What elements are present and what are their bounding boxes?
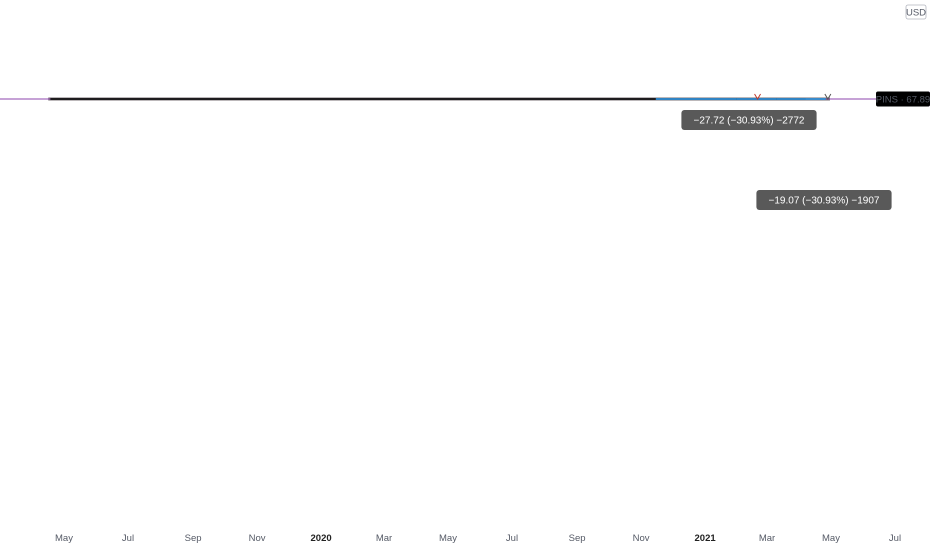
y-axis: USD 83.0071.0063.0055.0047.5035.5031.002… <box>876 4 930 107</box>
x-axis: May Jul Sep Nov 2020 Mar May Jul Sep Nov 2021 Mar Ma… <box>55 533 901 544</box>
measure-target-arrowhead <box>824 93 832 100</box>
measure-target-label-box <box>756 190 892 210</box>
measure-target-label: −19.07 (−30.93%) −1907 <box>769 196 880 207</box>
x-tick-label: Sep <box>185 533 202 544</box>
measure-head-arrowhead <box>754 93 761 100</box>
x-tick-label: Nov <box>633 533 650 544</box>
last-price-label: PINS · 67.89 <box>876 95 930 106</box>
x-tick-label: Mar <box>759 533 775 544</box>
last-price-badge <box>876 91 930 107</box>
x-tick-label: May <box>822 533 840 544</box>
annotation-front-layer: −27.72 (−30.93%) −2772 −19.07 (−30.93%) −… <box>655 93 892 210</box>
x-tick-label: 2021 <box>695 533 717 544</box>
x-tick-label: May <box>439 533 457 544</box>
x-tick-label: Nov <box>249 533 266 544</box>
currency-label: USD <box>906 8 926 19</box>
x-tick-label: Jul <box>889 533 901 544</box>
x-tick-label: Jul <box>506 533 518 544</box>
x-tick-label: Sep <box>569 533 586 544</box>
x-tick-label: Mar <box>376 533 392 544</box>
measure-head-label-box <box>681 110 817 130</box>
x-tick-label: Jul <box>122 533 134 544</box>
x-tick-label: 2020 <box>311 533 332 544</box>
measure-head-label: −27.72 (−30.93%) −2772 <box>694 116 805 127</box>
x-tick-label: May <box>55 533 73 544</box>
